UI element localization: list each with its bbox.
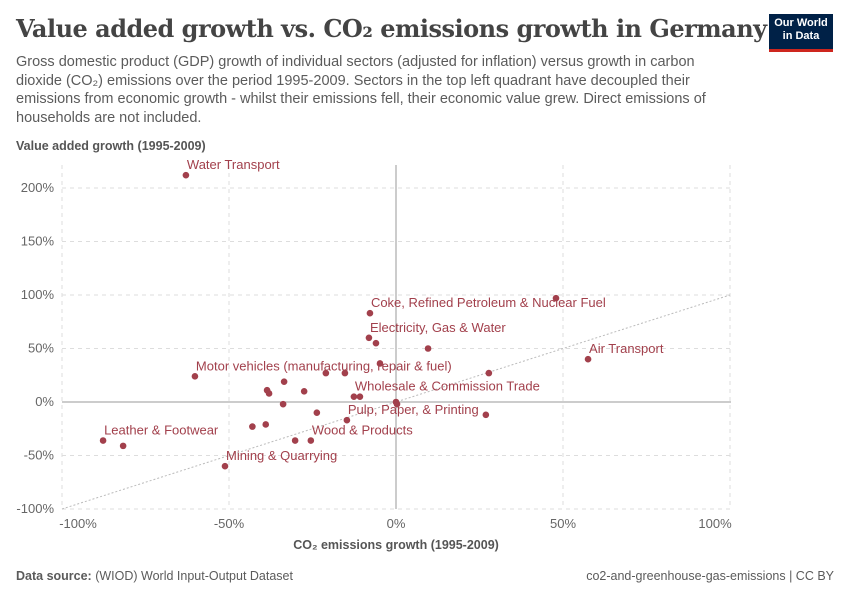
data-point[interactable] [191,373,199,380]
data-point[interactable] [99,437,107,444]
x-tick-label: 0% [387,516,406,531]
data-point[interactable] [485,369,493,377]
data-point[interactable] [424,345,432,352]
point-label: Air Transport [589,341,664,356]
y-axis-label: Value added growth (1995-2009) [16,139,206,153]
data-point[interactable] [119,442,127,450]
point-label: Motor vehicles (manufacturing, repair & … [196,358,452,373]
point-label: Coke, Refined Petroleum & Nuclear Fuel [371,295,606,310]
data-point[interactable] [482,411,490,419]
y-tick-label: -50% [24,448,55,463]
y-tick-label: -100% [16,501,54,516]
point-label: Mining & Quarrying [226,448,337,463]
chart-subtitle: Gross domestic product (GDP) growth of i… [16,54,706,126]
y-tick-label: 50% [28,341,54,356]
chart-title: Value added growth vs. CO₂ emissions gro… [16,14,767,43]
data-point[interactable] [372,339,380,347]
y-tick-label: 150% [21,234,55,249]
data-point[interactable] [291,437,299,444]
data-point[interactable] [307,437,315,444]
data-point[interactable] [376,360,384,367]
data-point[interactable] [262,421,270,428]
data-point[interactable] [584,355,592,363]
x-axis-label: CO₂ emissions growth (1995-2009) [293,538,499,552]
data-point[interactable] [221,462,229,470]
data-point[interactable] [393,400,401,408]
source-label: Data source: [16,569,92,583]
logo-text: Our World in Data [774,17,828,42]
x-tick-label: -50% [214,516,245,531]
point-label: Pulp, Paper, & Printing [348,402,479,417]
data-point[interactable] [182,171,190,179]
point-label: Electricity, Gas & Water [370,320,506,335]
point-label: Water Transport [187,157,280,172]
y-tick-label: 100% [21,287,55,302]
y-tick-label: 200% [21,180,55,195]
data-point[interactable] [322,369,330,377]
owid-logo[interactable]: Our World in Data [769,14,833,52]
footer-right[interactable]: co2-and-greenhouse-gas-emissions | CC BY [586,569,834,583]
data-point[interactable] [300,388,308,395]
point-label: Wholesale & Commission Trade [355,379,540,394]
x-tick-label: -100% [59,516,97,531]
data-point[interactable] [365,334,373,342]
data-point[interactable] [341,369,349,377]
data-point[interactable] [350,393,358,400]
data-point[interactable] [249,423,256,430]
data-point[interactable] [343,416,351,424]
data-point[interactable] [356,393,364,400]
point-label: Leather & Footwear [104,423,219,438]
data-point[interactable] [279,400,287,408]
data-point[interactable] [265,390,273,397]
data-point[interactable] [280,378,288,385]
source-text[interactable]: (WIOD) World Input-Output Dataset [95,569,293,583]
point-label: Wood & Products [312,423,413,438]
data-point[interactable] [366,309,374,317]
x-tick-label: 50% [550,516,576,531]
reference-line-y-equals-x [61,294,731,510]
data-source: Data source: (WIOD) World Input-Output D… [16,569,293,583]
data-point[interactable] [552,294,560,302]
x-tick-label: 100% [698,516,732,531]
data-point[interactable] [313,409,321,417]
y-tick-label: 0% [35,394,54,409]
